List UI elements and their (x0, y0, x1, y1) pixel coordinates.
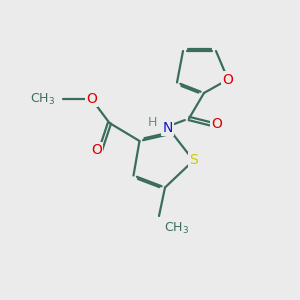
Text: S: S (189, 154, 198, 167)
Text: O: O (223, 73, 233, 86)
Text: H: H (148, 116, 157, 130)
Text: O: O (86, 92, 97, 106)
Text: N: N (162, 121, 172, 134)
Text: CH$_3$: CH$_3$ (30, 92, 56, 106)
Text: CH$_3$: CH$_3$ (164, 220, 189, 236)
Text: O: O (92, 143, 102, 157)
Text: O: O (211, 118, 222, 131)
